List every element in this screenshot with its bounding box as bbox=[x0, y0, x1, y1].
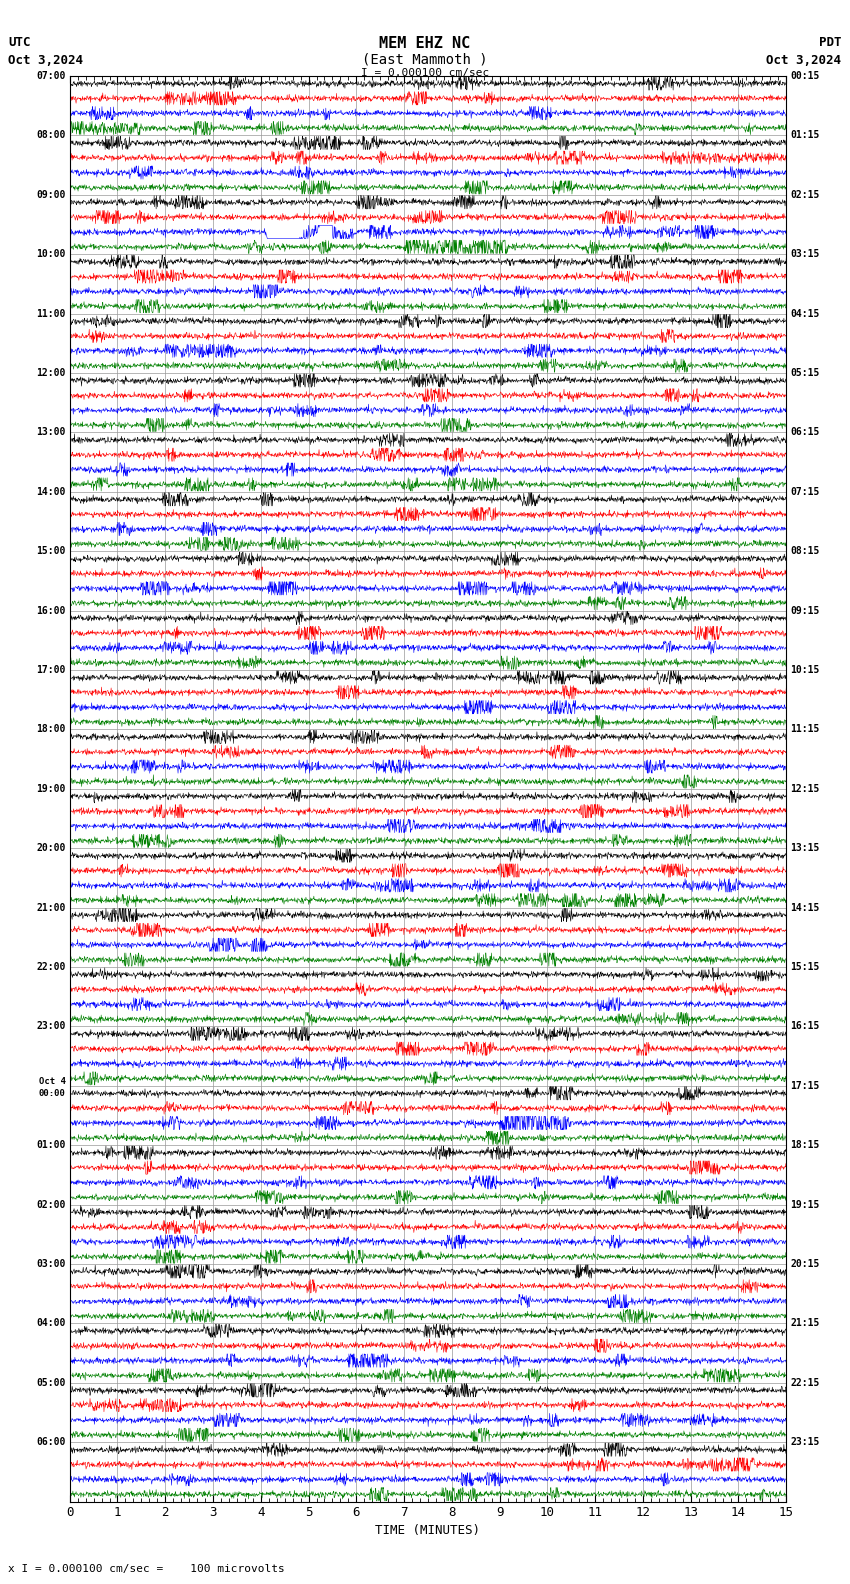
Text: 11:15: 11:15 bbox=[790, 724, 820, 735]
Text: 19:15: 19:15 bbox=[790, 1199, 820, 1210]
Text: 03:15: 03:15 bbox=[790, 249, 820, 260]
Text: 07:00: 07:00 bbox=[36, 71, 65, 81]
Text: 09:00: 09:00 bbox=[36, 190, 65, 200]
Text: 10:00: 10:00 bbox=[36, 249, 65, 260]
Text: 05:15: 05:15 bbox=[790, 367, 820, 379]
Text: 21:15: 21:15 bbox=[790, 1318, 820, 1329]
X-axis label: TIME (MINUTES): TIME (MINUTES) bbox=[376, 1524, 480, 1536]
Text: 00:15: 00:15 bbox=[790, 71, 820, 81]
Text: 12:15: 12:15 bbox=[790, 784, 820, 794]
Text: 16:00: 16:00 bbox=[36, 605, 65, 616]
Text: (East Mammoth ): (East Mammoth ) bbox=[362, 52, 488, 67]
Text: 17:15: 17:15 bbox=[790, 1080, 820, 1091]
Text: 21:00: 21:00 bbox=[36, 903, 65, 912]
Text: 11:00: 11:00 bbox=[36, 309, 65, 318]
Text: PDT: PDT bbox=[819, 36, 842, 49]
Text: 05:00: 05:00 bbox=[36, 1378, 65, 1388]
Text: 13:15: 13:15 bbox=[790, 843, 820, 854]
Text: 18:00: 18:00 bbox=[36, 724, 65, 735]
Text: 09:15: 09:15 bbox=[790, 605, 820, 616]
Text: 08:15: 08:15 bbox=[790, 546, 820, 556]
Text: Oct 4: Oct 4 bbox=[38, 1077, 65, 1087]
Text: 12:00: 12:00 bbox=[36, 367, 65, 379]
Text: 17:00: 17:00 bbox=[36, 665, 65, 675]
Text: I = 0.000100 cm/sec: I = 0.000100 cm/sec bbox=[361, 68, 489, 78]
Text: 08:00: 08:00 bbox=[36, 130, 65, 141]
Text: 14:00: 14:00 bbox=[36, 486, 65, 497]
Text: 20:00: 20:00 bbox=[36, 843, 65, 854]
Text: 19:00: 19:00 bbox=[36, 784, 65, 794]
Text: 00:00: 00:00 bbox=[38, 1088, 65, 1098]
Text: 04:15: 04:15 bbox=[790, 309, 820, 318]
Text: 06:15: 06:15 bbox=[790, 428, 820, 437]
Text: 04:00: 04:00 bbox=[36, 1318, 65, 1329]
Text: 03:00: 03:00 bbox=[36, 1259, 65, 1269]
Text: 20:15: 20:15 bbox=[790, 1259, 820, 1269]
Text: 15:15: 15:15 bbox=[790, 961, 820, 973]
Text: 07:15: 07:15 bbox=[790, 486, 820, 497]
Text: 14:15: 14:15 bbox=[790, 903, 820, 912]
Text: Oct 3,2024: Oct 3,2024 bbox=[8, 54, 83, 67]
Text: 23:00: 23:00 bbox=[36, 1022, 65, 1031]
Text: 02:15: 02:15 bbox=[790, 190, 820, 200]
Text: Oct 3,2024: Oct 3,2024 bbox=[767, 54, 842, 67]
Text: 01:15: 01:15 bbox=[790, 130, 820, 141]
Text: 18:15: 18:15 bbox=[790, 1140, 820, 1150]
Text: MEM EHZ NC: MEM EHZ NC bbox=[379, 36, 471, 51]
Text: 15:00: 15:00 bbox=[36, 546, 65, 556]
Text: UTC: UTC bbox=[8, 36, 31, 49]
Text: 06:00: 06:00 bbox=[36, 1437, 65, 1448]
Text: 16:15: 16:15 bbox=[790, 1022, 820, 1031]
Text: x I = 0.000100 cm/sec =    100 microvolts: x I = 0.000100 cm/sec = 100 microvolts bbox=[8, 1565, 286, 1574]
Text: 13:00: 13:00 bbox=[36, 428, 65, 437]
Text: 10:15: 10:15 bbox=[790, 665, 820, 675]
Text: 22:15: 22:15 bbox=[790, 1378, 820, 1388]
Text: 01:00: 01:00 bbox=[36, 1140, 65, 1150]
Text: 02:00: 02:00 bbox=[36, 1199, 65, 1210]
Text: 23:15: 23:15 bbox=[790, 1437, 820, 1448]
Text: 22:00: 22:00 bbox=[36, 961, 65, 973]
